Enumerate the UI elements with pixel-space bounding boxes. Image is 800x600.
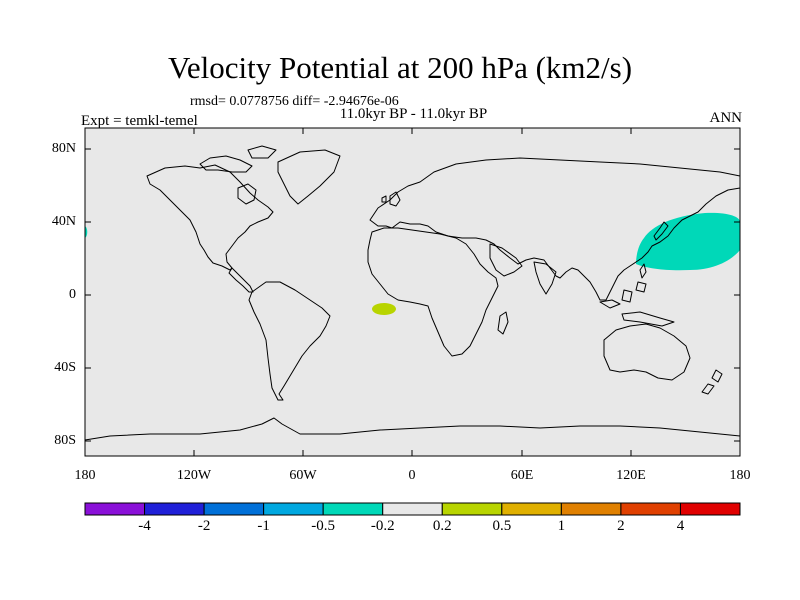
lon-label-180-west: 180 xyxy=(74,468,96,483)
colorbar-label-2: -1 xyxy=(257,518,270,534)
lon-label-120e: 120E xyxy=(616,468,646,483)
season-label: ANN xyxy=(709,110,743,126)
africa-coastline xyxy=(367,227,499,357)
arabia-coastline xyxy=(489,243,523,277)
colorbar-swatch-5 xyxy=(382,502,443,516)
colorbar-swatch-8 xyxy=(560,502,622,516)
tropical-atlantic-anomaly xyxy=(372,303,396,315)
antarctica-coastline xyxy=(84,417,741,441)
colorbar xyxy=(84,502,741,516)
lon-label-180-east: 180 xyxy=(729,468,751,483)
subtitle: 11.0kyr BP - 11.0kyr BP xyxy=(339,106,488,122)
colorbar-label-4: -0.2 xyxy=(370,518,395,534)
japan-coastline xyxy=(653,221,669,241)
central-america-coastline xyxy=(228,267,254,293)
british-isles-coastline xyxy=(381,191,401,207)
lat-label-80s: 80S xyxy=(54,433,76,448)
new-zealand-coastline xyxy=(701,369,723,395)
colorbar-label-7: 1 xyxy=(557,518,566,534)
north-pacific-anomaly xyxy=(636,212,740,271)
map-panel xyxy=(84,127,741,457)
australia-coastline xyxy=(603,323,691,381)
south-america-coastline xyxy=(248,281,331,401)
coastlines xyxy=(84,145,741,441)
colorbar-swatch-6 xyxy=(441,502,503,516)
lat-label-equator: 0 xyxy=(69,287,76,302)
lon-label-60w: 60W xyxy=(289,468,317,483)
greenland-coastline xyxy=(277,149,341,205)
colorbar-swatch-1 xyxy=(144,502,205,516)
lat-label-40n: 40N xyxy=(51,214,76,229)
lat-label-80n: 80N xyxy=(51,141,76,156)
stats-label: rmsd= 0.0778756 diff= -2.94676e-06 xyxy=(190,94,399,109)
hudson-bay-coastline xyxy=(237,183,257,205)
map-background xyxy=(85,128,740,456)
lat-label-40s: 40S xyxy=(54,360,76,375)
arctic-archipelago-coastline xyxy=(199,145,277,173)
colorbar-swatch-3 xyxy=(263,502,324,516)
north-america-coastline xyxy=(146,164,274,271)
lon-label-120w: 120W xyxy=(176,468,212,483)
colorbar-swatch-2 xyxy=(203,502,265,516)
experiment-label: Expt = temkl-temel xyxy=(81,113,198,129)
colorbar-label-5: 0.2 xyxy=(432,518,452,534)
india-coastline xyxy=(533,261,557,295)
colorbar-label-1: -2 xyxy=(197,518,211,534)
colorbar-swatch-10 xyxy=(679,502,741,516)
colorbar-swatch-0 xyxy=(84,502,146,516)
colorbar-label-8: 2 xyxy=(617,518,625,534)
map-title: Velocity Potential at 200 hPa (km2/s) xyxy=(167,50,633,85)
colorbar-swatch-7 xyxy=(501,502,562,516)
colorbar-swatch-4 xyxy=(322,502,384,516)
southeast-asia-islands-coastline xyxy=(599,263,675,327)
lon-label-0: 0 xyxy=(408,468,416,483)
colorbar-label-6: 0.5 xyxy=(492,518,512,534)
colorbar-label-0: -4 xyxy=(138,518,151,534)
eurasia-coastline xyxy=(369,157,741,301)
colorbar-swatch-9 xyxy=(620,502,681,516)
lon-label-60e: 60E xyxy=(510,468,534,483)
colorbar-label-9: 4 xyxy=(676,518,685,534)
north-pacific-anomaly-west-edge xyxy=(85,226,88,238)
colorbar-label-3: -0.5 xyxy=(311,518,336,534)
map-ticks xyxy=(85,128,740,456)
madagascar-coastline xyxy=(497,311,509,335)
